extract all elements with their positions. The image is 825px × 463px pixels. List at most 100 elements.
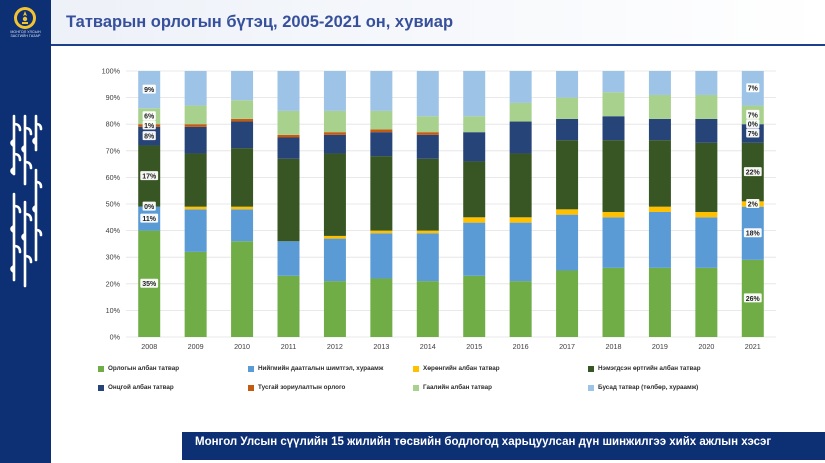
y-tick-label: 10% bbox=[106, 306, 121, 315]
legend-label: Орлогын албан татвар bbox=[108, 365, 180, 372]
bar-segment bbox=[463, 161, 486, 218]
bar-segment bbox=[556, 270, 579, 337]
bar-segment bbox=[695, 217, 718, 268]
bar-segment bbox=[277, 110, 300, 135]
data-label: 35% bbox=[142, 281, 157, 288]
bar-segment bbox=[695, 118, 718, 143]
bar-segment bbox=[231, 100, 254, 119]
legend-swatch bbox=[588, 384, 594, 391]
bar-segment bbox=[556, 214, 579, 271]
bar-segment bbox=[323, 132, 346, 135]
bar-segment bbox=[231, 209, 254, 242]
y-tick-label: 40% bbox=[106, 226, 121, 235]
footer-bar bbox=[182, 432, 825, 460]
data-label-background bbox=[140, 213, 159, 223]
bar-segment bbox=[323, 153, 346, 236]
bar-segment bbox=[231, 118, 254, 122]
y-tick-label: 60% bbox=[106, 173, 121, 182]
bar-segment bbox=[184, 126, 207, 154]
bar-segment bbox=[277, 137, 300, 159]
data-label: 7% bbox=[748, 131, 759, 138]
bar-segment bbox=[184, 206, 207, 210]
legend-swatch bbox=[413, 365, 419, 372]
bar-segment bbox=[602, 92, 625, 117]
legend-label: Нийгмийн даатгалын шимтгэл, хураамж bbox=[258, 365, 384, 372]
bar-segment bbox=[556, 118, 579, 141]
data-label-background bbox=[142, 111, 156, 121]
legend-label: Гаалийн албан татвар bbox=[423, 384, 492, 391]
bar-segment bbox=[463, 217, 486, 223]
x-tick-label: 2021 bbox=[745, 342, 761, 351]
legend-swatch bbox=[98, 365, 104, 372]
legend-label: Нэмэгдсэн өртгийн албан татвар bbox=[598, 365, 701, 372]
title-bar bbox=[51, 0, 825, 44]
legend-item: Тусгай зориулалтын орлого bbox=[248, 384, 345, 391]
title-divider bbox=[51, 44, 825, 46]
data-label-background bbox=[743, 228, 762, 238]
legend-swatch bbox=[588, 365, 594, 372]
page-title: Татварын орлогын бүтэц, 2005-2021 он, ху… bbox=[66, 13, 454, 31]
data-label-background bbox=[746, 128, 760, 138]
bar-segment bbox=[370, 233, 393, 279]
bar-segment bbox=[370, 230, 393, 234]
bar-segment bbox=[323, 110, 346, 133]
bar-segment bbox=[416, 116, 439, 133]
bar-segment bbox=[370, 110, 393, 130]
y-tick-label: 70% bbox=[106, 146, 121, 155]
x-tick-label: 2014 bbox=[420, 342, 436, 351]
legend-label: Хөрөнгийн албан татвар bbox=[423, 365, 500, 372]
legend-item: Бусад татвар (төлбөр, хураамж) bbox=[588, 384, 698, 391]
bar-segment bbox=[416, 233, 439, 282]
data-label: 9% bbox=[144, 87, 155, 94]
legend-item: Нийгмийн даатгалын шимтгэл, хураамж bbox=[248, 365, 383, 372]
x-tick-label: 2010 bbox=[234, 342, 250, 351]
bar-segment bbox=[463, 275, 486, 337]
data-label-background bbox=[746, 119, 760, 129]
bar-segment bbox=[648, 267, 671, 337]
bar-segment bbox=[184, 251, 207, 337]
data-label-background bbox=[142, 84, 156, 94]
bar-segment bbox=[648, 71, 671, 95]
data-label-background bbox=[746, 109, 760, 119]
bar-segment bbox=[416, 158, 439, 231]
bar-segment bbox=[323, 235, 346, 239]
data-label: 0% bbox=[144, 204, 155, 211]
bar-segment bbox=[370, 278, 393, 337]
bar-segment bbox=[231, 71, 254, 101]
bar-segment bbox=[370, 71, 393, 111]
bar-segment bbox=[695, 267, 718, 337]
data-label: 7% bbox=[748, 86, 759, 93]
x-tick-label: 2009 bbox=[188, 342, 204, 351]
legend-item: Орлогын албан татвар bbox=[98, 365, 179, 372]
data-label: 18% bbox=[746, 231, 761, 238]
y-tick-label: 30% bbox=[106, 253, 121, 262]
bar-segment bbox=[695, 94, 718, 119]
legend-item: Нэмэгдсэн өртгийн албан татвар bbox=[588, 365, 701, 372]
data-label: 0% bbox=[748, 122, 759, 129]
bar-segment bbox=[509, 217, 532, 223]
y-tick-label: 20% bbox=[106, 279, 121, 288]
x-tick-label: 2017 bbox=[559, 342, 575, 351]
bar-segment bbox=[184, 124, 207, 127]
bar-segment bbox=[231, 241, 254, 337]
data-label: 26% bbox=[746, 296, 761, 303]
data-label: 22% bbox=[746, 169, 761, 176]
bar-segment bbox=[509, 71, 532, 103]
bar-segment bbox=[370, 129, 393, 133]
state-emblem-icon bbox=[14, 7, 36, 29]
stacked-bar-chart: 0% 10% 20% 30% 40% 50% 60% 70% 80% 90% 100% 2008 200… bbox=[102, 67, 776, 351]
bar-segment bbox=[463, 222, 486, 276]
mongolian-script-text bbox=[10, 114, 43, 288]
bar-segment bbox=[602, 71, 625, 93]
data-label-background bbox=[140, 171, 159, 181]
bar-segment bbox=[602, 140, 625, 212]
data-label: 11% bbox=[142, 216, 156, 223]
x-tick-label: 2020 bbox=[698, 342, 714, 351]
bar-segment bbox=[416, 281, 439, 337]
footer-text: Монгол Улсын сүүлийн 15 жилийн төсвийн б… bbox=[195, 436, 772, 448]
legend-label: Тусгай зориулалтын орлого bbox=[258, 384, 346, 391]
bar-segment bbox=[509, 153, 532, 218]
bar-segment bbox=[509, 281, 532, 337]
bar-segment bbox=[648, 206, 671, 212]
legend-swatch bbox=[413, 384, 419, 391]
